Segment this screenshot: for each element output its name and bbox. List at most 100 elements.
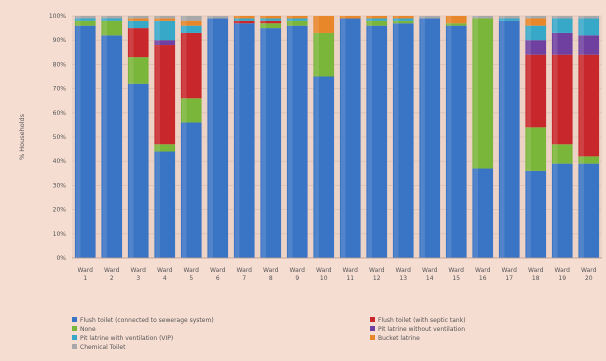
bar-segment — [207, 16, 229, 19]
bar-highlight — [287, 16, 293, 258]
x-tick-label: 20 — [585, 275, 593, 282]
bar-segment — [498, 20, 520, 259]
bar-segment — [74, 18, 96, 21]
x-tick-label: Ward — [502, 267, 518, 274]
legend-entry: Flush toilet (with septic tank) — [378, 317, 466, 324]
bar-segment — [127, 16, 149, 19]
bar-segment — [313, 76, 335, 258]
y-tick-label: 80% — [53, 61, 67, 68]
bar-segment — [154, 144, 176, 152]
x-tick-label: Ward — [316, 267, 332, 274]
legend-swatch — [370, 317, 375, 322]
bar-segment — [154, 20, 176, 41]
bar-highlight — [102, 16, 107, 258]
bar-segment — [498, 18, 520, 21]
legend-entry: Pit latrine with ventilation (VIP) — [80, 335, 173, 342]
bar-segment — [419, 16, 441, 19]
x-tick-label: 2 — [110, 275, 114, 282]
y-tick-label: 60% — [53, 110, 67, 117]
bar-highlight — [128, 16, 134, 258]
bar-segment — [578, 54, 600, 157]
bar-segment — [445, 23, 467, 26]
bar-segment — [260, 23, 282, 29]
y-axis-label: % Households — [18, 113, 26, 160]
legend-swatch — [72, 335, 77, 340]
bar-segment — [445, 16, 467, 24]
bar-segment — [154, 151, 176, 258]
bar-segment — [366, 20, 388, 26]
bar-segment — [233, 16, 255, 19]
bar-highlight — [181, 16, 187, 258]
bar-highlight — [499, 16, 505, 258]
bar-highlight — [446, 16, 452, 258]
bar-segment — [74, 16, 96, 19]
bar-highlight — [393, 16, 399, 258]
bar-segment — [260, 28, 282, 258]
x-tick-label: Ward — [78, 267, 94, 274]
x-tick-label: Ward — [131, 267, 147, 274]
legend-swatch — [72, 317, 77, 322]
bar-segment — [260, 18, 282, 21]
x-tick-label: 4 — [163, 275, 167, 282]
y-tick-label: 90% — [53, 37, 67, 44]
bar-segment — [233, 23, 255, 259]
bar-segment — [101, 18, 123, 21]
x-tick-label: Ward — [343, 267, 359, 274]
bar-segment — [551, 54, 573, 145]
bar-segment — [127, 18, 149, 21]
bar-segment — [551, 32, 573, 55]
x-tick-label: 15 — [452, 275, 460, 282]
bar-segment — [392, 20, 414, 24]
bar-segment — [74, 25, 96, 259]
x-tick-label: 13 — [399, 275, 407, 282]
bar-highlight — [261, 16, 266, 258]
bar-highlight — [526, 16, 531, 258]
bar-segment — [101, 35, 123, 258]
x-tick-label: 7 — [242, 275, 246, 282]
bar-segment — [578, 18, 600, 36]
bar-segment — [286, 18, 308, 21]
bar-segment — [101, 20, 123, 36]
bar-segment — [392, 18, 414, 21]
bar-segment — [74, 20, 96, 26]
bar-segment — [525, 127, 547, 171]
bar-segment — [313, 32, 335, 77]
bar-segment — [419, 18, 441, 259]
bar-segment — [180, 20, 202, 26]
legend-swatch — [370, 326, 375, 331]
x-tick-label: Ward — [475, 267, 491, 274]
bar-segment — [233, 18, 255, 21]
bar-highlight — [367, 16, 372, 258]
bar-segment — [472, 16, 494, 19]
bar-segment — [445, 25, 467, 259]
x-tick-label: Ward — [104, 267, 120, 274]
x-tick-label: 16 — [479, 275, 487, 282]
bar-segment — [180, 16, 202, 21]
bar-segment — [578, 163, 600, 258]
bar-segment — [339, 18, 361, 259]
bar-segment — [525, 25, 547, 41]
x-tick-label: 19 — [558, 275, 566, 282]
bar-highlight — [579, 16, 584, 258]
bar-highlight — [420, 16, 425, 258]
bar-segment — [525, 170, 547, 258]
bar-segment — [101, 16, 123, 19]
bar-segment — [207, 18, 229, 259]
y-tick-label: 40% — [53, 158, 67, 165]
x-tick-label: 18 — [532, 275, 540, 282]
x-tick-label: Ward — [555, 267, 571, 274]
legend-swatch — [72, 344, 77, 349]
x-tick-label: Ward — [396, 267, 412, 274]
bar-segment — [260, 16, 282, 19]
bar-segment — [260, 20, 282, 24]
x-tick-label: 11 — [346, 275, 354, 282]
x-tick-label: 8 — [269, 275, 273, 282]
x-tick-label: 14 — [426, 275, 434, 282]
bar-segment — [551, 163, 573, 258]
x-tick-label: Ward — [290, 267, 306, 274]
bar-segment — [339, 16, 361, 19]
bar-segment — [392, 23, 414, 259]
x-tick-label: Ward — [449, 267, 465, 274]
legend-swatch — [72, 326, 77, 331]
